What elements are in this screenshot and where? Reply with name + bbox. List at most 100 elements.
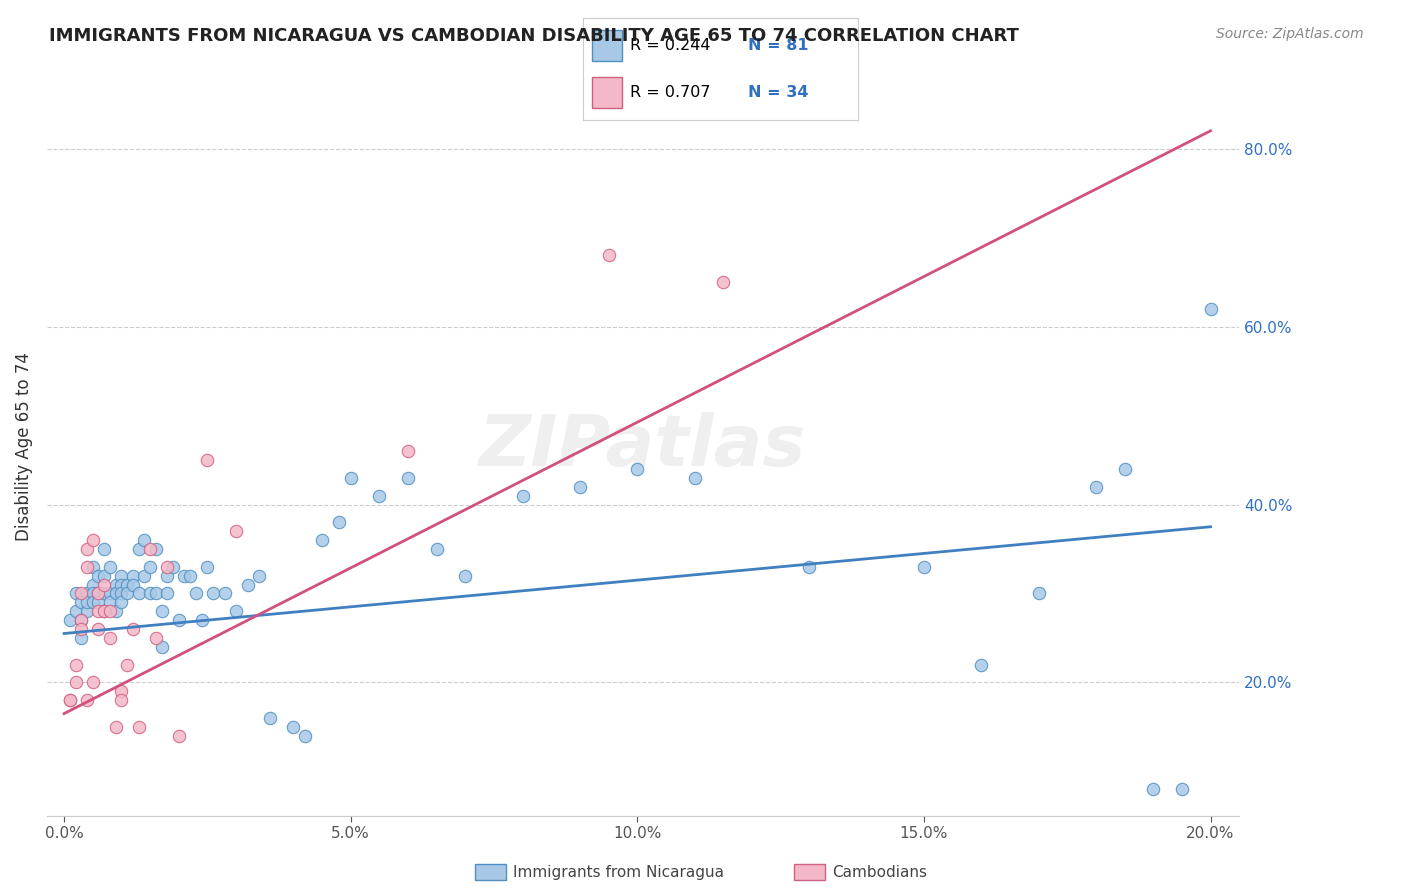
Point: [87, 604, 110, 618]
Point: [339, 471, 361, 485]
Point: [98, 559, 121, 574]
Y-axis label: Disability Age 65 to 74: Disability Age 65 to 74: [15, 352, 32, 541]
Point: [76, 604, 98, 618]
Point: [128, 541, 150, 556]
Point: [202, 586, 225, 600]
Point: [70, 613, 93, 627]
Point: [104, 586, 127, 600]
Point: [167, 729, 190, 743]
Point: [225, 604, 247, 618]
Point: [122, 577, 145, 591]
Point: [711, 275, 734, 289]
Point: [150, 640, 173, 654]
Point: [98, 586, 121, 600]
FancyBboxPatch shape: [592, 30, 621, 61]
Point: [98, 595, 121, 609]
Point: [98, 604, 121, 618]
Point: [76, 541, 98, 556]
Point: [426, 541, 449, 556]
Point: [139, 541, 162, 556]
Text: R = 0.244: R = 0.244: [630, 38, 710, 53]
Point: [190, 613, 212, 627]
Point: [156, 586, 179, 600]
Point: [70, 595, 93, 609]
Point: [1199, 301, 1222, 316]
Text: N = 81: N = 81: [748, 38, 808, 53]
Point: [139, 559, 162, 574]
Point: [59, 693, 82, 707]
Point: [1171, 782, 1194, 797]
Point: [82, 533, 104, 547]
Point: [59, 693, 82, 707]
Point: [396, 471, 419, 485]
Point: [87, 586, 110, 600]
Point: [76, 559, 98, 574]
Point: [82, 675, 104, 690]
Point: [93, 577, 115, 591]
Point: [128, 720, 150, 734]
Point: [110, 586, 132, 600]
Point: [626, 462, 648, 476]
Point: [145, 586, 167, 600]
Point: [225, 524, 247, 539]
Point: [93, 604, 115, 618]
Point: [598, 248, 620, 262]
Point: [115, 586, 138, 600]
Point: [912, 559, 935, 574]
Text: R = 0.707: R = 0.707: [630, 86, 710, 100]
Point: [65, 657, 87, 672]
Point: [134, 533, 156, 547]
Text: IMMIGRANTS FROM NICARAGUA VS CAMBODIAN DISABILITY AGE 65 TO 74 CORRELATION CHART: IMMIGRANTS FROM NICARAGUA VS CAMBODIAN D…: [49, 27, 1019, 45]
Point: [970, 657, 993, 672]
Point: [87, 586, 110, 600]
Point: [110, 577, 132, 591]
Point: [70, 613, 93, 627]
Point: [76, 586, 98, 600]
Point: [799, 559, 821, 574]
Point: [93, 568, 115, 582]
Point: [145, 631, 167, 645]
Point: [70, 631, 93, 645]
Point: [93, 586, 115, 600]
Point: [236, 577, 259, 591]
Point: [104, 720, 127, 734]
Point: [110, 568, 132, 582]
Point: [70, 586, 93, 600]
Point: [328, 516, 350, 530]
Point: [98, 631, 121, 645]
Point: [59, 613, 82, 627]
Point: [683, 471, 706, 485]
Point: [87, 568, 110, 582]
Point: [145, 541, 167, 556]
Point: [104, 577, 127, 591]
Point: [70, 622, 93, 636]
FancyBboxPatch shape: [592, 78, 621, 108]
Point: [294, 729, 316, 743]
Point: [167, 613, 190, 627]
Point: [76, 693, 98, 707]
Point: [65, 675, 87, 690]
Point: [179, 568, 201, 582]
Point: [247, 568, 270, 582]
Point: [454, 568, 477, 582]
Point: [82, 595, 104, 609]
Text: N = 34: N = 34: [748, 86, 808, 100]
Text: Cambodians: Cambodians: [832, 865, 928, 880]
Point: [1114, 462, 1136, 476]
Point: [82, 586, 104, 600]
Text: Immigrants from Nicaragua: Immigrants from Nicaragua: [513, 865, 724, 880]
Point: [93, 604, 115, 618]
Point: [368, 489, 391, 503]
Point: [197, 453, 219, 467]
Point: [115, 577, 138, 591]
Point: [110, 693, 132, 707]
Point: [162, 559, 184, 574]
Point: [283, 720, 305, 734]
Point: [512, 489, 534, 503]
Point: [65, 604, 87, 618]
Point: [150, 604, 173, 618]
Point: [139, 586, 162, 600]
Point: [197, 559, 219, 574]
Point: [311, 533, 333, 547]
Point: [156, 568, 179, 582]
